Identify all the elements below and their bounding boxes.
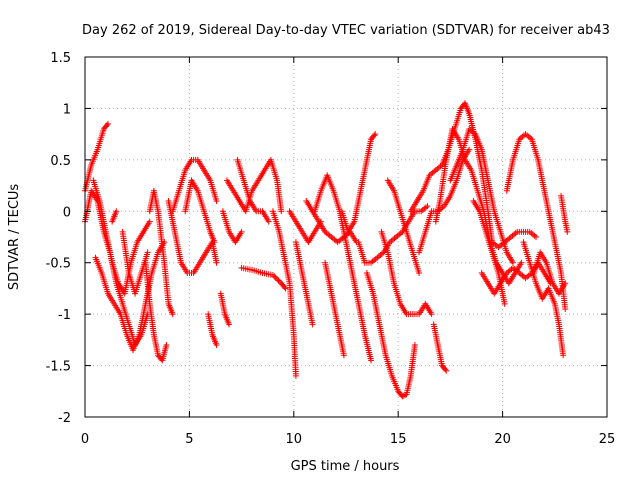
data-point <box>282 285 289 292</box>
data-point <box>113 208 120 215</box>
data-point <box>169 311 176 318</box>
y-tick-label: 1.5 <box>50 51 71 66</box>
y-axis-label: SDTVAR / TECUs <box>7 184 22 291</box>
grid-layer <box>85 57 607 417</box>
plot-border <box>84 56 608 418</box>
chart-title: Day 262 of 2019, Sidereal Day-to-day VTE… <box>82 23 610 38</box>
data-point <box>399 393 406 400</box>
data-point <box>275 277 282 284</box>
data-point <box>400 392 407 399</box>
ticks-layer: 0 5 10 15 20 25 -2 -1.5 -1 -0.5 0 0.5 1 1.5 <box>46 51 616 447</box>
data-layer <box>82 100 571 400</box>
x-tick-label: 5 <box>185 432 193 447</box>
data-point <box>226 321 233 328</box>
data-point <box>562 306 569 312</box>
y-tick-label: 1 <box>63 102 71 117</box>
data-point <box>272 274 279 281</box>
data-point <box>213 198 220 204</box>
y-tick-label: -2 <box>58 411 71 426</box>
x-tick-label: 10 <box>286 432 303 447</box>
x-tick-label: 15 <box>390 432 407 447</box>
data-point <box>211 239 218 246</box>
data-point <box>564 228 571 235</box>
data-point <box>292 372 299 379</box>
x-axis-label: GPS time / hours <box>291 459 400 474</box>
data-point <box>213 259 220 266</box>
data-point <box>103 122 110 129</box>
data-point <box>238 228 245 235</box>
data-point <box>416 270 423 276</box>
data-point <box>518 259 525 266</box>
data-point <box>281 284 288 291</box>
y-tick-label: -1.5 <box>46 360 71 375</box>
y-tick-label: 0.5 <box>50 154 71 169</box>
x-tick-label: 20 <box>494 432 511 447</box>
data-point <box>371 132 378 139</box>
data-point <box>560 352 567 359</box>
data-point <box>533 234 540 240</box>
data-point <box>372 131 379 138</box>
data-point <box>265 218 272 225</box>
data-point <box>442 366 449 373</box>
data-point <box>309 321 316 328</box>
data-point <box>144 249 151 256</box>
data-point <box>562 280 569 287</box>
data-point <box>368 357 375 364</box>
data-point <box>146 218 153 225</box>
data-point <box>443 367 450 374</box>
data-point <box>428 311 435 318</box>
data-point <box>501 300 508 307</box>
x-tick-label: 0 <box>81 432 89 447</box>
data-point <box>340 352 347 359</box>
data-point <box>278 208 285 215</box>
data-point <box>510 259 517 266</box>
y-tick-label: -0.5 <box>46 257 71 272</box>
x-tick-label: 25 <box>599 432 616 447</box>
data-point <box>104 120 111 127</box>
y-tick-label: 0 <box>63 205 71 220</box>
data-point <box>424 203 431 210</box>
data-point <box>269 272 276 279</box>
data-point <box>163 342 170 348</box>
data-point <box>271 273 278 280</box>
data-point <box>411 342 418 348</box>
data-point <box>274 276 281 283</box>
y-tick-label: -1 <box>58 308 71 323</box>
data-point <box>466 146 473 153</box>
data-point <box>213 342 220 348</box>
